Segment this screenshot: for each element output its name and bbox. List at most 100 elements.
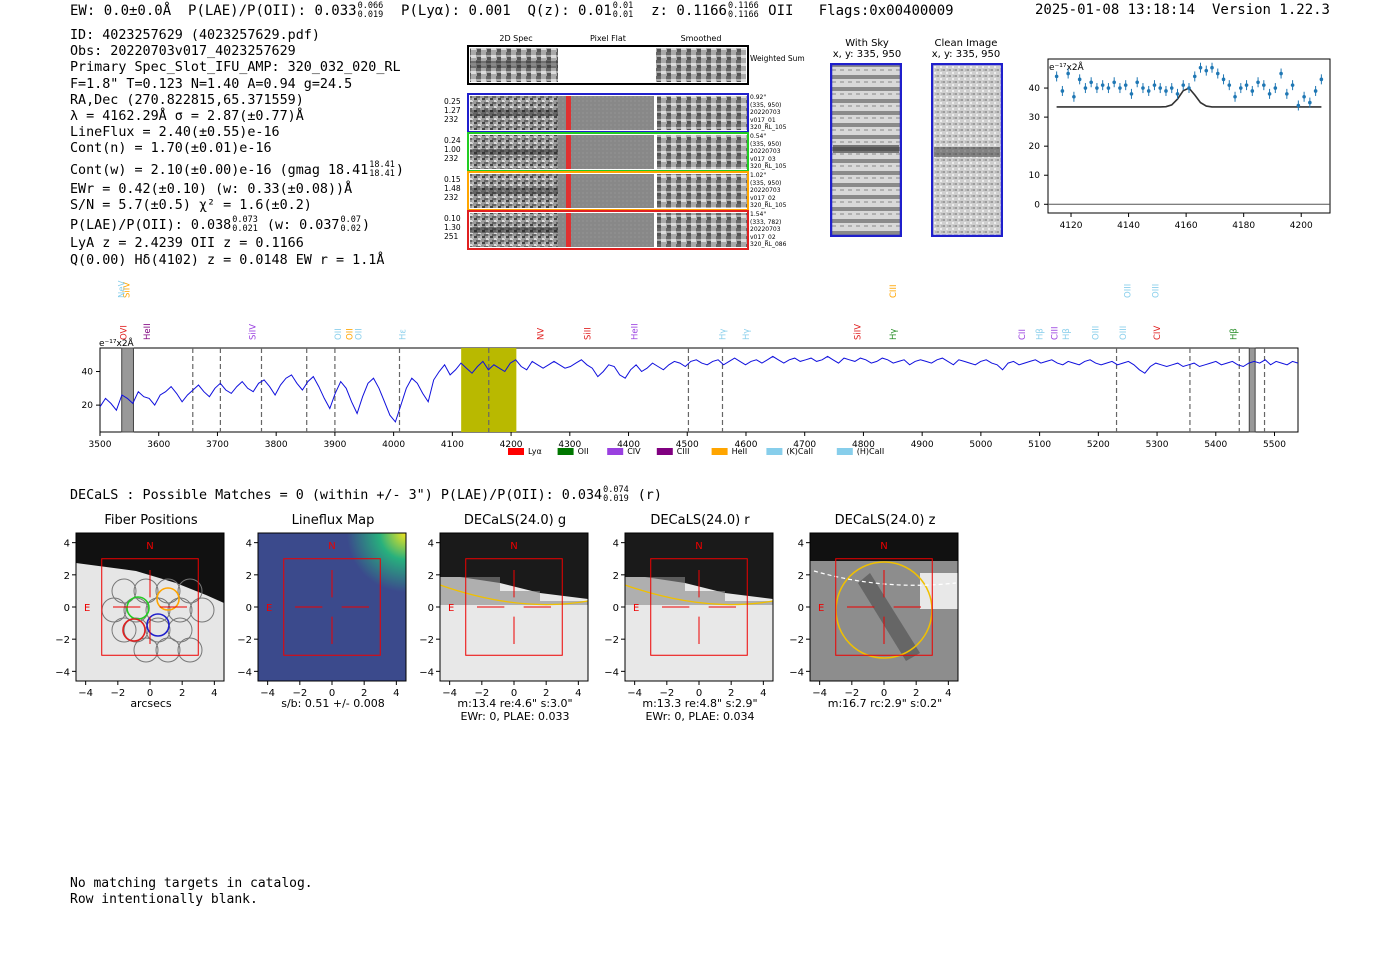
with-sky-title: With Sky <box>845 38 889 49</box>
weighted-sum-smoothed <box>656 48 746 82</box>
panel-xtick-label: 0 <box>329 688 335 699</box>
panel-caption: s/b: 0.51 +/- 0.008 <box>281 697 385 710</box>
panel-caption: m:16.7 rc:2.9" s:0.2" <box>827 697 943 710</box>
spectrum-line-label: CII <box>1018 329 1028 340</box>
cutout-left-value: 0.15 <box>444 175 461 184</box>
spectrum-line-label: OII <box>346 328 356 340</box>
spectrum-line-label: Hβ <box>1229 328 1239 340</box>
fiber-circle-red <box>122 618 146 642</box>
zoom-point <box>1118 86 1122 90</box>
spectrum-line-label: Hβ <box>1036 328 1046 340</box>
cutout-dark-region <box>440 533 588 599</box>
panel-ytick-label: 2 <box>613 571 619 582</box>
spectrum-xtick-label: 5500 <box>1263 440 1286 450</box>
cutout-right-value: 20220703 <box>750 109 781 116</box>
panel-xtick-label: −2 <box>844 688 859 699</box>
zoom-point <box>1129 92 1134 96</box>
spectrum-legend-swatch <box>766 448 783 455</box>
north-label: N <box>880 541 887 552</box>
panel-ytick-label: 2 <box>246 571 252 582</box>
cutout-trace <box>470 149 558 155</box>
zoom-point <box>1215 71 1220 76</box>
cutout-left-label: 0.25 1.27 232 <box>444 97 461 124</box>
spectrum-xtick-label: 3900 <box>323 440 346 450</box>
panel-ytick-label: 2 <box>428 571 434 582</box>
fiber-circle <box>177 578 203 604</box>
zoom-point <box>1233 94 1237 99</box>
cutout-right-label: 1.54" (333, 782) 20220703 v017_02 320_RL_086 <box>750 211 786 249</box>
zoom-point <box>1221 77 1226 82</box>
panel-xtick-label: 0 <box>147 688 153 699</box>
panel-caption: EWr: 0, PLAE: 0.033 <box>460 710 570 723</box>
zoom-point <box>1123 83 1128 87</box>
footer: No matching targets in catalog. Row inte… <box>70 876 313 907</box>
spectrum-frame <box>99 347 1299 433</box>
cutout-left-value: 232 <box>444 115 459 124</box>
header-plae: P(LAE)/P(OII): 0.033 <box>188 3 357 19</box>
cutout-left-value: 232 <box>444 193 459 202</box>
header-plae-lo: 0.019 <box>357 10 384 20</box>
zoom-frame <box>1047 58 1331 214</box>
cutout-left-value: 1.30 <box>444 223 461 232</box>
zoom-point <box>1141 86 1145 90</box>
east-label: E <box>818 603 824 614</box>
zoom-point <box>1227 83 1232 87</box>
cutout-right-value: 0.54" <box>750 133 767 140</box>
zoom-point <box>1313 89 1318 93</box>
cutout-right-label: 0.92" (335, 950) 20220703 v017_01 320_RL_105 <box>750 94 786 132</box>
zoom-point <box>1072 94 1076 99</box>
spectrum-line-label: CIII <box>1050 327 1060 340</box>
panel-ytick-label: −2 <box>419 635 434 646</box>
cutout-pixelflat <box>558 96 656 130</box>
zoom-xtick-label: 4160 <box>1175 221 1198 231</box>
cutout-2dspec <box>470 96 558 130</box>
panel-xtick-label: −2 <box>110 688 125 699</box>
zoom-xtick-label: 4120 <box>1060 221 1083 231</box>
spectrum-xtick-label: 5300 <box>1146 440 1169 450</box>
zoom-ytick-label: 20 <box>1029 142 1041 152</box>
info-contw-row: Cont(w) = 2.10(±0.00)e-16 (gmag 18.41 18.… <box>70 160 404 179</box>
spectrum-line-label: OII <box>334 328 344 340</box>
spectrum-legend-label: (H)CaII <box>857 447 884 456</box>
header-datetime: 2025-01-08 13:18:14 <box>1034 2 1196 18</box>
fiber-circle-blue <box>146 613 170 637</box>
spectrum-xtick-label: 4300 <box>558 440 581 450</box>
panel-ytick-label: −2 <box>55 635 70 646</box>
spectrum-legend-swatch <box>836 448 853 455</box>
cutout-smoothed <box>657 174 747 208</box>
info-q: Q(0.00) Hδ(4102) z = 0.0148 EW r = 1.1Å <box>70 252 385 268</box>
north-label: N <box>146 541 153 552</box>
spectrum-line-label: OIII <box>1124 284 1134 298</box>
zoom-point <box>1077 77 1082 82</box>
spectrum-legend-label: CIV <box>627 447 641 456</box>
cutout-right-value: v017_02 <box>750 233 776 241</box>
weighted-sum-row <box>467 45 749 85</box>
info-plae: P(LAE)/P(OII): 0.038 <box>70 218 232 234</box>
weighted-sum-frame <box>467 45 749 85</box>
cutout-right-value: (335, 950) <box>750 140 782 148</box>
east-label: E <box>448 603 454 614</box>
cutout-dark-region <box>625 533 773 599</box>
zoom-xtick-label: 4200 <box>1290 221 1313 231</box>
cutout-dark-band <box>810 533 958 561</box>
spectrum-line-label: Hγ <box>718 329 728 340</box>
cutout-right-value: (335, 950) <box>750 101 782 109</box>
spectrum-legend-label: Lyα <box>528 447 542 456</box>
panel-image: N E −4 −2 0 2 4 4 2 0 −2 −4 <box>789 532 959 699</box>
col-title-smoothed: Smoothed <box>680 34 722 43</box>
zoom-point <box>1296 103 1301 108</box>
panel-ytick-label: −4 <box>419 667 434 678</box>
spectrum-line-label: SiII <box>583 327 593 340</box>
cutout-right-value: 20220703 <box>750 187 781 194</box>
panel-caption: arcsecs <box>130 697 172 710</box>
panel-image: N E −4 −2 0 2 4 4 2 0 −2 −4 <box>419 532 589 699</box>
header-line: EW: 0.0±0.0Å P(LAE)/P(OII): 0.033 0.066 0.… <box>70 2 954 20</box>
spectrum-legend-label: OII <box>578 447 589 456</box>
panel-xtick-label: 2 <box>913 688 919 699</box>
zoom-point <box>1210 65 1214 70</box>
zoom-point <box>1164 89 1168 93</box>
spectrum-line-label: NV <box>536 328 546 340</box>
zoom-point <box>1175 92 1180 96</box>
info-fwhm: F=1.8" T=0.123 N=1.40 A=0.94 g=24.5 <box>70 76 353 92</box>
cutout-divider <box>654 96 657 130</box>
